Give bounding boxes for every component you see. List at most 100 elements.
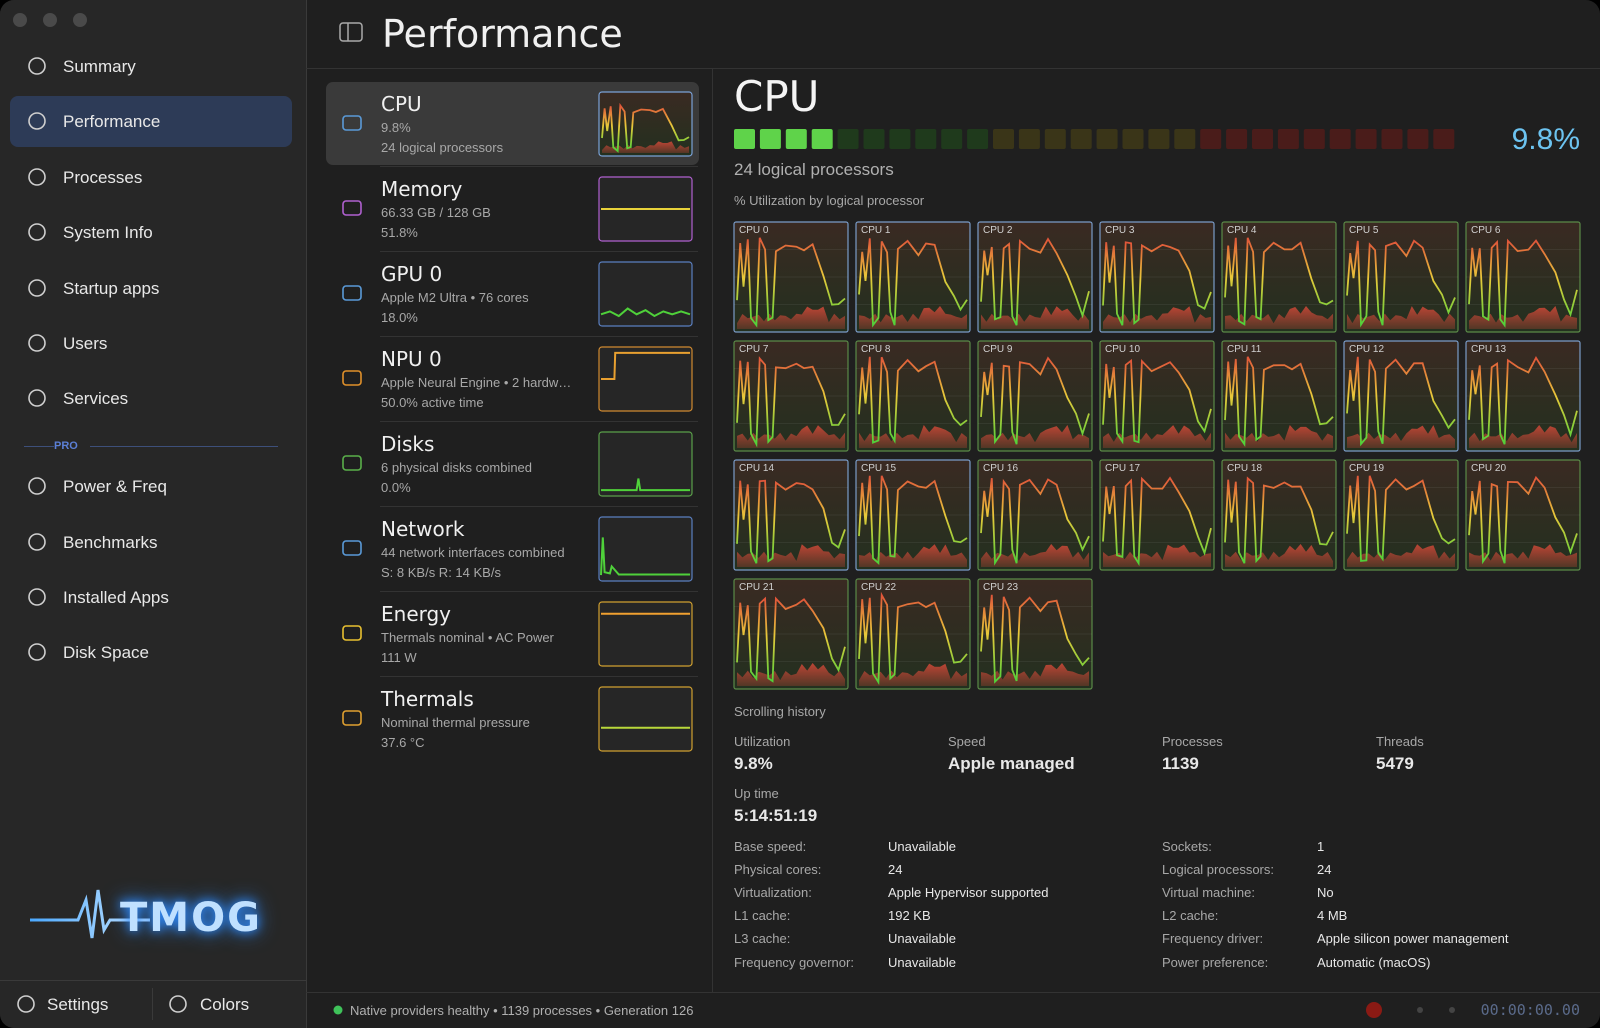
cpu-tile xyxy=(1465,221,1581,333)
stat-value: Apple managed xyxy=(948,753,1075,773)
nav-item[interactable]: Users xyxy=(63,333,108,353)
utilization-segment xyxy=(1252,129,1273,149)
window-close[interactable] xyxy=(13,13,27,27)
utilization-value: 9.8% xyxy=(1511,123,1580,156)
spec-value: 192 KB xyxy=(888,908,931,924)
spec-value: No xyxy=(1317,884,1334,900)
device-name[interactable]: Disks xyxy=(381,432,435,456)
tile-usage-line xyxy=(736,237,846,328)
cpu-tile xyxy=(855,340,971,452)
window-minimize[interactable] xyxy=(43,13,57,27)
spec-value: Unavailable xyxy=(888,931,956,947)
control-dot[interactable] xyxy=(1449,1007,1455,1013)
spec-label: L1 cache: xyxy=(734,908,791,924)
icon xyxy=(28,477,46,495)
colors-button[interactable]: Colors xyxy=(200,994,250,1014)
settings-button[interactable]: Settings xyxy=(47,994,109,1014)
device-name[interactable]: Memory xyxy=(381,177,463,201)
cpu-tile-label: CPU 7 xyxy=(739,344,769,355)
nav-item[interactable]: Summary xyxy=(63,56,136,76)
detail-subtitle: 24 logical processors xyxy=(734,159,894,179)
sidebar-bg xyxy=(0,0,306,1028)
cpu-tile xyxy=(733,221,849,333)
cpu-tile-label: CPU 12 xyxy=(1349,344,1385,355)
window-zoom[interactable] xyxy=(73,13,87,27)
device-detail: 50.0% active time xyxy=(381,395,484,410)
nav-item[interactable]: Startup apps xyxy=(63,278,160,298)
utilization-segment xyxy=(915,129,937,149)
device-name[interactable]: Network xyxy=(381,517,465,541)
control-dot[interactable] xyxy=(1417,1007,1423,1013)
cpu-tile xyxy=(1221,459,1337,571)
device-icon xyxy=(342,625,362,641)
tile-usage-line xyxy=(1224,356,1334,447)
device-name[interactable]: Thermals xyxy=(381,687,474,711)
cpu-tile xyxy=(977,459,1093,571)
cpu-tile-label: CPU 22 xyxy=(861,582,897,593)
nav-item[interactable]: Power & Freq xyxy=(63,476,167,496)
tile-kernel-area xyxy=(737,544,845,567)
utilization-segment xyxy=(759,129,781,149)
spec-label: Physical cores: xyxy=(734,861,822,877)
tile-usage-line xyxy=(1468,355,1578,445)
icon xyxy=(28,112,46,130)
nav-item[interactable]: Benchmarks xyxy=(63,532,158,552)
nav-item[interactable]: Performance xyxy=(63,111,161,131)
utilization-segment xyxy=(1018,129,1040,149)
nav-item[interactable]: Processes xyxy=(63,167,143,187)
device-detail: 37.6 °C xyxy=(381,735,425,750)
icon xyxy=(28,533,46,551)
nav-item[interactable]: Services xyxy=(63,388,129,408)
spec-value: 24 xyxy=(1317,861,1332,877)
cpu-tile xyxy=(855,578,971,690)
grid-label: % Utilization by logical processor xyxy=(734,192,925,208)
device-detail: 18.0% xyxy=(381,310,418,325)
tile-kernel-area xyxy=(1225,544,1333,567)
tile-usage-line xyxy=(1102,476,1212,567)
utilization-segment xyxy=(1277,129,1299,149)
utilization-segment xyxy=(863,129,885,149)
cpu-tile xyxy=(1099,221,1215,333)
tile-usage-line xyxy=(980,356,1090,445)
utilization-segment xyxy=(1174,129,1196,149)
tile-usage-line xyxy=(1102,241,1212,326)
spec-value: Apple Hypervisor supported xyxy=(888,884,1049,900)
tile-kernel-area xyxy=(1469,544,1577,567)
tile-kernel-area xyxy=(1347,425,1455,448)
device-name[interactable]: GPU 0 xyxy=(381,262,443,286)
cpu-tile xyxy=(733,340,849,452)
device-detail: Apple M2 Ultra • 76 cores xyxy=(381,289,529,305)
cpu-tile xyxy=(977,340,1093,452)
icon xyxy=(28,389,46,407)
tile-usage-line xyxy=(980,478,1090,566)
cpu-tile-label: CPU 8 xyxy=(861,344,891,355)
spec-label: Power preference: xyxy=(1162,954,1269,970)
spec-label: Frequency governor: xyxy=(734,954,854,970)
nav-item[interactable]: System Info xyxy=(63,222,153,242)
nav-item[interactable]: Disk Space xyxy=(63,642,149,662)
tile-kernel-area xyxy=(981,306,1089,329)
utilization-segment xyxy=(1200,129,1222,149)
icon xyxy=(28,334,46,352)
cpu-tile-label: CPU 21 xyxy=(739,582,775,593)
device-detail: Nominal thermal pressure xyxy=(381,714,530,730)
device-icon xyxy=(342,710,362,726)
nav-item[interactable]: Installed Apps xyxy=(63,587,169,607)
sidebar-toggle-icon[interactable] xyxy=(339,22,363,42)
device-icon xyxy=(342,285,362,301)
device-name[interactable]: CPU xyxy=(381,92,422,116)
cpu-tile xyxy=(1465,459,1581,571)
status-text: Native providers healthy • 1139 processe… xyxy=(350,1002,694,1018)
cpu-tile-label: CPU 14 xyxy=(739,463,775,474)
device-name[interactable]: NPU 0 xyxy=(381,347,442,371)
device-name[interactable]: Energy xyxy=(381,602,452,626)
utilization-segment xyxy=(967,129,989,149)
icon xyxy=(28,279,46,297)
tile-usage-line xyxy=(1224,476,1334,564)
record-button[interactable] xyxy=(1366,1002,1382,1018)
device-graph-line xyxy=(601,351,690,380)
spec-label: L2 cache: xyxy=(1162,908,1219,924)
utilization-segment xyxy=(1148,129,1170,149)
cpu-tile-label: CPU 6 xyxy=(1471,225,1501,236)
cpu-tile-label: CPU 3 xyxy=(1105,225,1135,236)
